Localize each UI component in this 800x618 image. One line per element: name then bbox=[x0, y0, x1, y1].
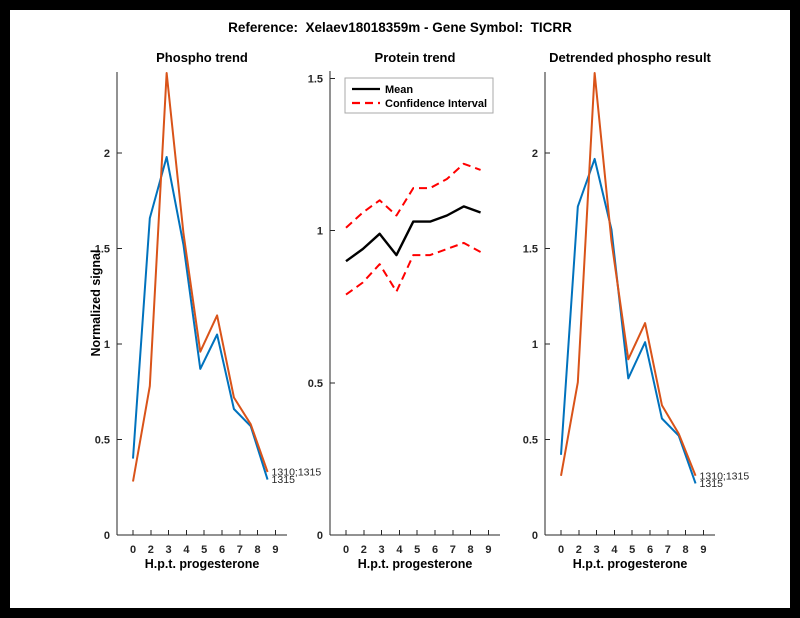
y-tick-label: 2 bbox=[104, 148, 110, 160]
series-end-annotation: 1310;1315 bbox=[272, 466, 322, 478]
figure-suptitle: Reference: Xelaev18018359m - Gene Symbol… bbox=[228, 20, 572, 35]
x-tick-label: 5 bbox=[414, 544, 420, 556]
y-tick-label: 1 bbox=[532, 339, 538, 351]
x-tick-label: 3 bbox=[166, 544, 172, 556]
x-tick-label: 5 bbox=[629, 544, 635, 556]
legend-box bbox=[344, 77, 494, 114]
y-tick-label: 0.5 bbox=[308, 378, 323, 390]
y-axis-label: Normalized signal bbox=[89, 249, 103, 357]
legend-entry-label: Mean bbox=[385, 84, 413, 96]
x-tick-label: 6 bbox=[647, 544, 653, 556]
series-line-confidence-interval-upper bbox=[345, 162, 481, 229]
y-tick-label: 1 bbox=[104, 339, 110, 351]
x-axis-label-right: H.p.t. progesterone bbox=[572, 557, 688, 571]
y-tick-label: 1.5 bbox=[523, 244, 538, 256]
x-tick-label: 7 bbox=[450, 544, 456, 556]
y-tick-label: 2 bbox=[532, 148, 538, 160]
x-tick-label: 9 bbox=[485, 544, 491, 556]
x-tick-label: 6 bbox=[219, 544, 225, 556]
x-tick-label: 7 bbox=[665, 544, 671, 556]
series-line-phospho-site-1315 bbox=[132, 156, 269, 480]
x-tick-label: 2 bbox=[361, 544, 367, 556]
x-tick-label: 8 bbox=[683, 544, 689, 556]
y-tick-label: 0.5 bbox=[95, 435, 110, 447]
legend-entry-label: Confidence Interval bbox=[385, 98, 487, 110]
series-end-annotation: 1315 bbox=[272, 474, 296, 486]
x-tick-label: 4 bbox=[611, 544, 618, 556]
subplot-title-phospho-trend: Phospho trend bbox=[156, 50, 248, 65]
y-tick-label: 0 bbox=[317, 530, 323, 542]
y-tick-label: 1 bbox=[317, 226, 323, 238]
series-line-mean bbox=[345, 205, 481, 263]
x-tick-label: 9 bbox=[700, 544, 706, 556]
x-tick-label: 0 bbox=[130, 544, 136, 556]
y-tick-label: 0 bbox=[532, 530, 538, 542]
y-tick-label: 0 bbox=[104, 530, 110, 542]
x-tick-label: 3 bbox=[379, 544, 385, 556]
x-tick-label: 8 bbox=[255, 544, 261, 556]
x-tick-label: 4 bbox=[396, 544, 403, 556]
y-tick-label: 1.5 bbox=[308, 74, 323, 86]
y-tick-label: 0.5 bbox=[523, 435, 538, 447]
series-end-annotation: 1310;1315 bbox=[700, 470, 750, 482]
x-tick-label: 7 bbox=[237, 544, 243, 556]
x-tick-label: 9 bbox=[272, 544, 278, 556]
subplot-title-protein-trend: Protein trend bbox=[374, 50, 456, 65]
x-tick-label: 2 bbox=[576, 544, 582, 556]
x-tick-label: 8 bbox=[468, 544, 474, 556]
series-end-annotation: 1315 bbox=[700, 478, 724, 490]
x-tick-label: 4 bbox=[183, 544, 190, 556]
series-line-phospho-site-1315 bbox=[560, 157, 697, 484]
series-line-phospho-site-1310-1315 bbox=[132, 72, 269, 482]
x-tick-label: 5 bbox=[201, 544, 207, 556]
x-tick-label: 0 bbox=[558, 544, 564, 556]
x-tick-label: 2 bbox=[148, 544, 154, 556]
x-axis-label-left: H.p.t. progesterone bbox=[144, 557, 260, 571]
y-tick-label: 1.5 bbox=[95, 244, 110, 256]
series-line-confidence-interval-lower bbox=[345, 241, 482, 296]
x-tick-label: 6 bbox=[432, 544, 438, 556]
subplot-title-detrended-phospho-result: Detrended phospho result bbox=[549, 50, 711, 65]
x-axis-label-middle: H.p.t. progesterone bbox=[357, 557, 473, 571]
x-tick-label: 3 bbox=[594, 544, 600, 556]
x-tick-label: 0 bbox=[343, 544, 349, 556]
series-line-phospho-site-1310-1315 bbox=[560, 72, 697, 477]
